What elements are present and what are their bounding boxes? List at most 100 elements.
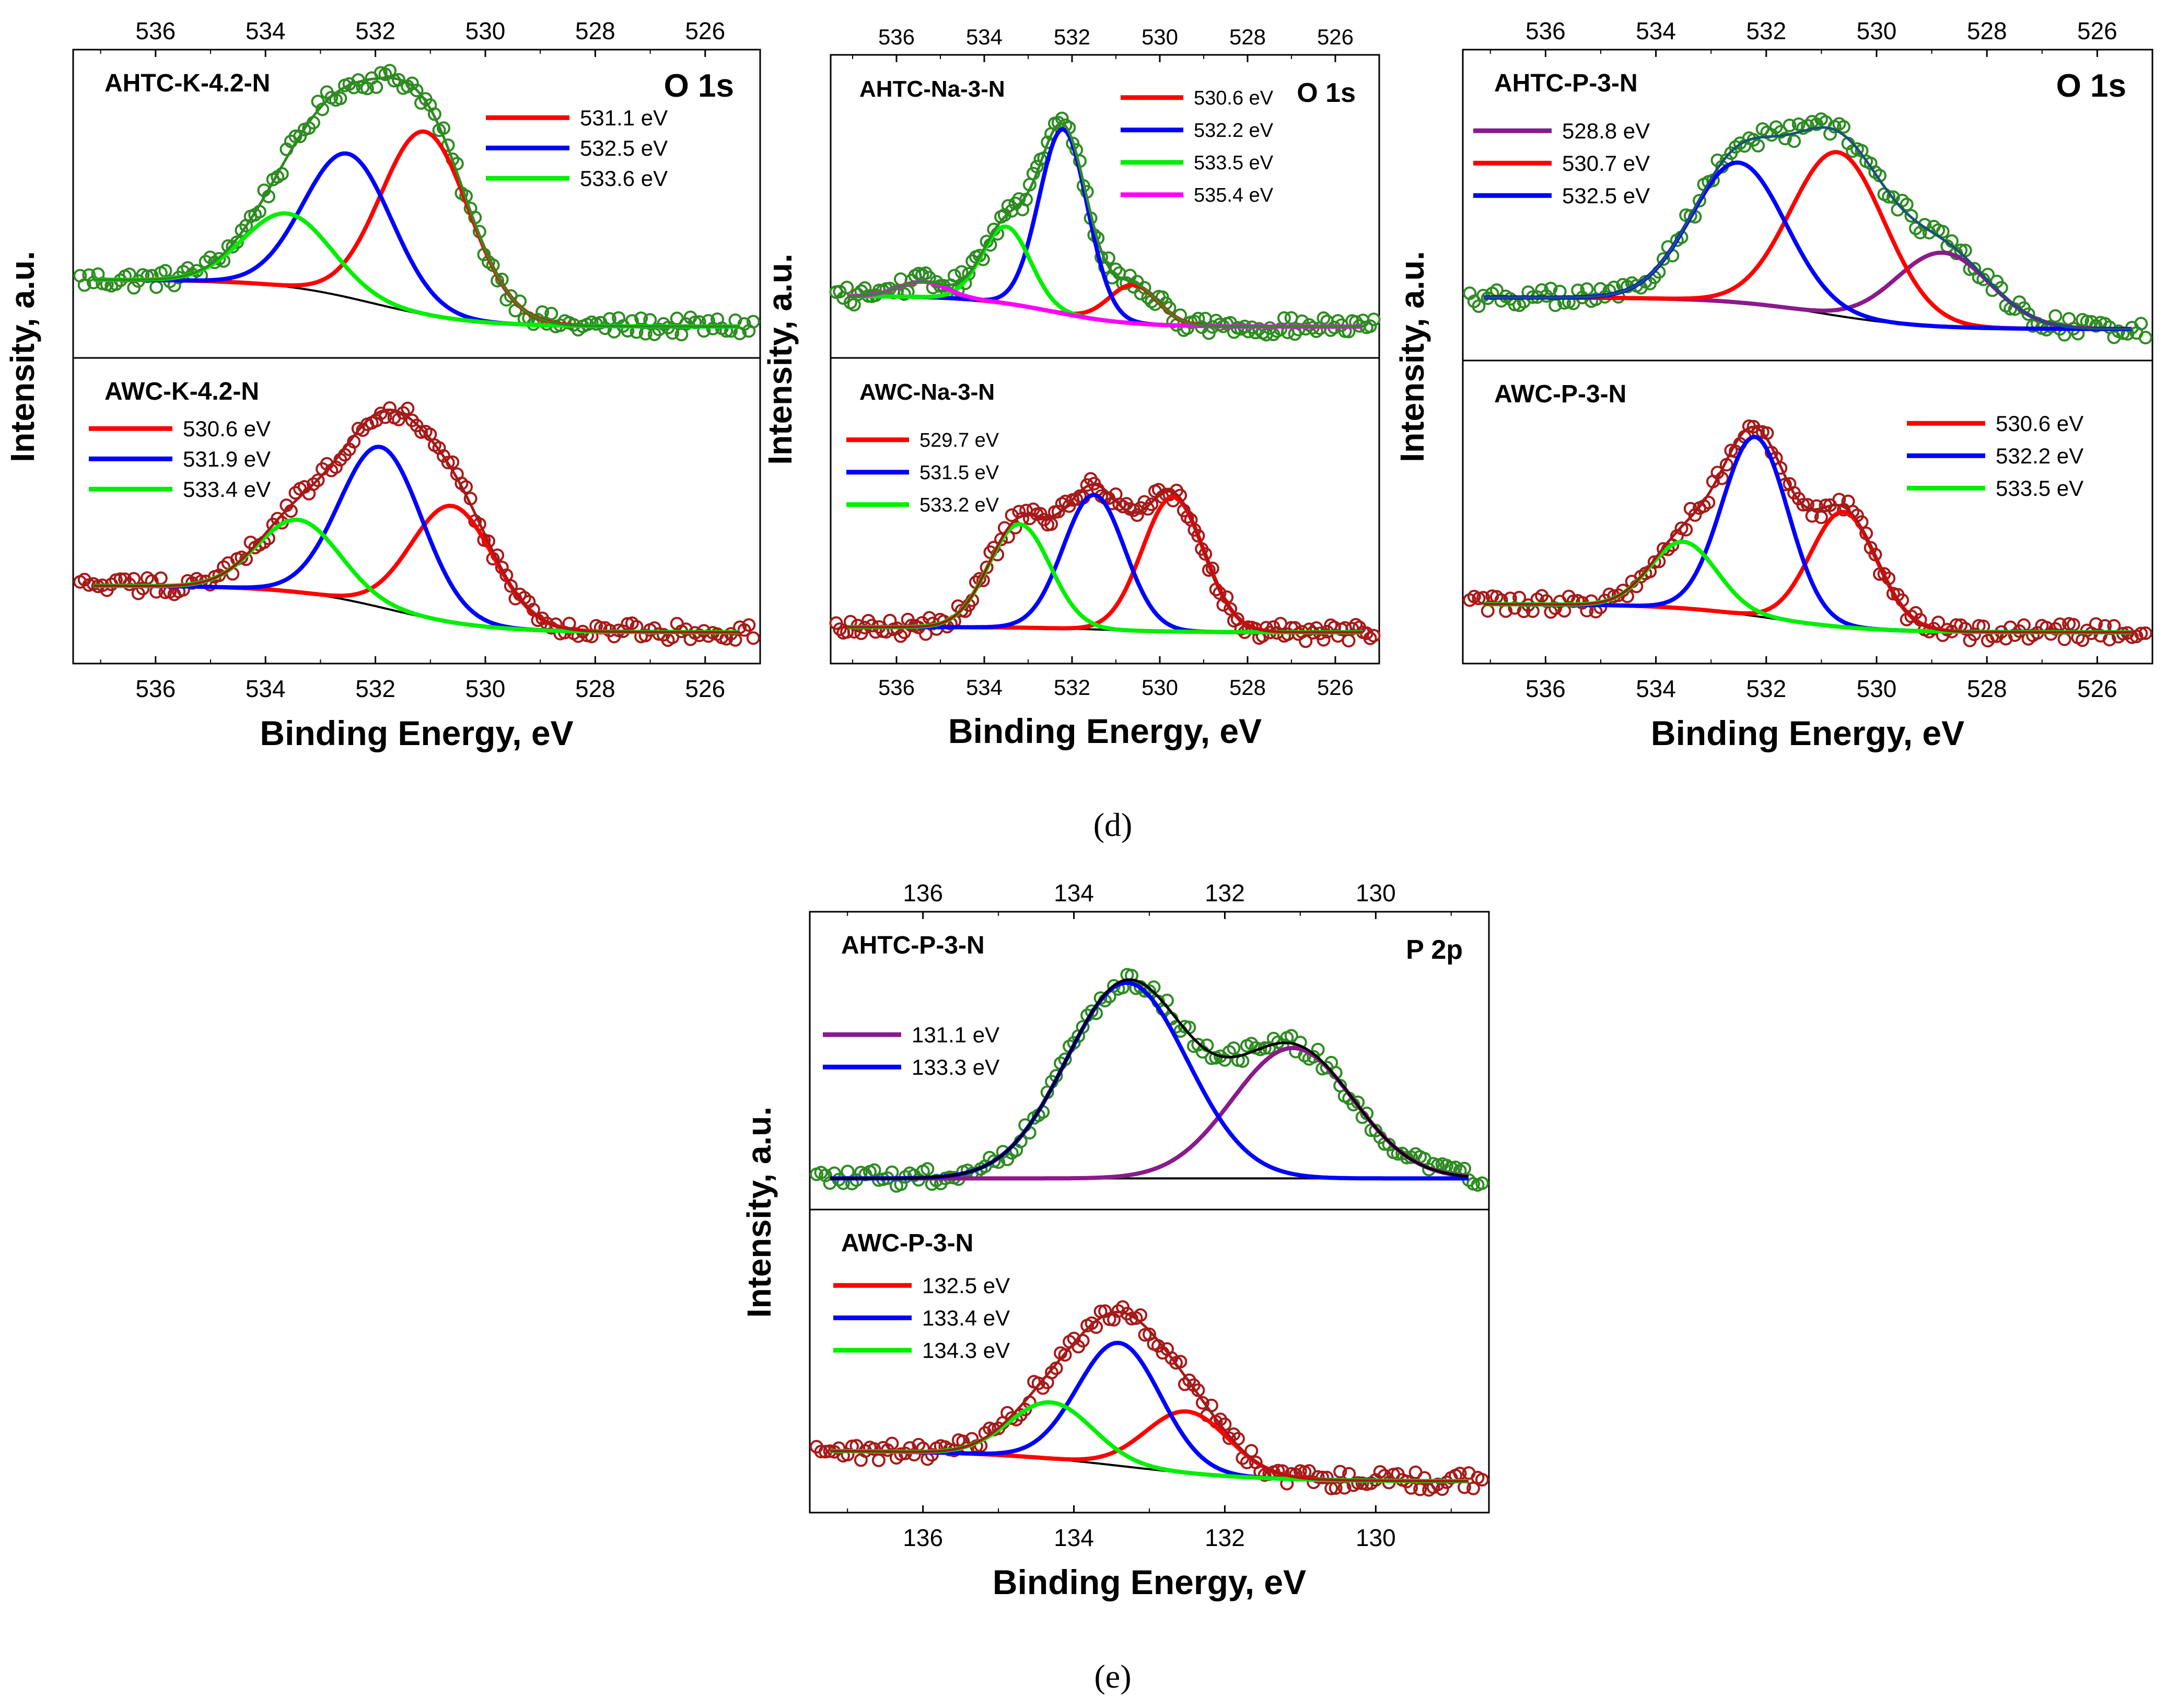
data-point	[2134, 626, 2148, 641]
data-point	[504, 579, 518, 593]
sample-label: AHTC-K-4.2-N	[104, 69, 270, 97]
x-tick-label-bottom: 528	[575, 675, 615, 702]
data-point	[1814, 510, 1828, 525]
x-tick-label-top: 532	[355, 17, 395, 44]
data-point	[833, 622, 847, 636]
chart-title: P 2p	[1406, 935, 1463, 965]
x-tick-label-bottom: 530	[465, 675, 506, 702]
data-point	[1796, 498, 1810, 512]
peak-component-line	[830, 980, 1469, 1181]
data-point	[1145, 497, 1159, 512]
fit-envelope-line	[830, 978, 1469, 1180]
data-point	[2057, 632, 2071, 646]
data-point	[1900, 197, 1914, 212]
data-point	[1317, 311, 1331, 325]
x-tick-label-bottom: 530	[1142, 675, 1178, 700]
data-point	[1058, 1348, 1072, 1362]
baseline-line	[94, 278, 740, 328]
data-point	[1864, 541, 1878, 555]
x-tick-label-bottom: 526	[685, 675, 725, 702]
x-tick-label-bottom: 136	[903, 1524, 943, 1551]
data-point	[1544, 282, 1558, 296]
data-point	[737, 317, 751, 331]
x-tick-label-bottom: 532	[1054, 675, 1090, 700]
data-point	[369, 80, 383, 94]
data-point	[867, 1442, 881, 1456]
legend-entry: 528.8 eV	[1562, 119, 1650, 143]
data-point	[333, 91, 347, 106]
x-tick-label-bottom: 532	[1746, 675, 1786, 702]
sample-label: AWC-P-3-N	[1494, 380, 1626, 408]
x-tick-label-bottom: 130	[1356, 1524, 1396, 1551]
fit-envelope-line	[830, 1310, 1469, 1483]
x-tick-label-top: 532	[1054, 25, 1090, 49]
sample-label: AWC-Na-3-N	[859, 379, 995, 405]
data-point	[1476, 591, 1490, 605]
legend-entry: 532.5 eV	[580, 136, 668, 160]
data-point	[1138, 1328, 1152, 1342]
legend-entry: 535.4 eV	[1194, 184, 1274, 206]
data-point	[1647, 555, 1661, 569]
data-point	[947, 269, 961, 283]
legend-entry: 132.5 eV	[922, 1273, 1010, 1298]
chart-title: O 1s	[2056, 68, 2126, 104]
data-point	[2138, 626, 2152, 640]
data-point	[127, 281, 141, 295]
data-point	[1810, 499, 1824, 513]
chart-o1s-p: 536 536 534 534 532 532 530 530 528 528 526 526 Bind…	[1393, 17, 2153, 752]
fit-envelope-line	[847, 122, 1363, 328]
data-point	[1076, 1020, 1090, 1034]
data-point	[814, 1445, 828, 1459]
legend-entry: 530.6 eV	[1194, 87, 1274, 109]
x-tick-label-bottom: 528	[1967, 675, 2007, 702]
data-point	[1044, 517, 1058, 531]
data-point	[1783, 119, 1797, 132]
x-tick-label-top: 528	[575, 17, 615, 44]
data-point	[1566, 594, 1580, 608]
y-axis-title: Intensity, a.u.	[4, 251, 41, 462]
x-tick-label-bottom: 536	[1525, 675, 1566, 702]
legend-entry: 531.9 eV	[183, 447, 271, 471]
legend-entry: 533.5 eV	[1194, 152, 1274, 174]
x-axis-title: Binding Energy, eV	[1651, 714, 1964, 752]
y-axis-title: Intensity, a.u.	[740, 1107, 778, 1318]
x-tick-label-top: 528	[1229, 25, 1266, 49]
data-point	[1688, 508, 1702, 522]
legend-entry: 529.7 eV	[919, 429, 999, 451]
x-tick-label-top: 130	[1356, 879, 1396, 907]
data-point	[1324, 1481, 1338, 1495]
data-point	[840, 281, 854, 295]
data-point	[2134, 317, 2148, 331]
data-point	[1307, 1050, 1321, 1064]
data-point	[410, 84, 424, 98]
data-point	[1125, 969, 1138, 983]
data-point	[1363, 319, 1377, 333]
data-point	[2053, 617, 2067, 631]
x-tick-label-top: 536	[1525, 17, 1566, 44]
x-tick-label-top: 534	[966, 25, 1003, 49]
data-point	[311, 473, 325, 487]
legend-entry: 533.4 eV	[183, 477, 271, 502]
data-point	[2048, 309, 2063, 323]
data-point	[293, 130, 307, 144]
data-point	[1051, 505, 1065, 519]
chart-p2p: 136 136 134 134 132 132 130 130 Binding Energy, …	[740, 879, 1490, 1601]
y-axis-title: Intensity, a.u.	[761, 253, 799, 464]
x-axis-title: Binding Energy, eV	[260, 714, 573, 752]
x-tick-label-bottom: 530	[1857, 675, 1897, 702]
x-tick-label-top: 528	[1967, 17, 2007, 44]
x-tick-label-bottom: 528	[1229, 675, 1266, 700]
x-tick-label-bottom: 134	[1054, 1524, 1094, 1551]
peak-component-line	[94, 445, 740, 634]
data-point	[2138, 331, 2152, 345]
data-point	[1886, 190, 1900, 204]
legend-entry: 531.5 eV	[919, 462, 999, 484]
data-point	[1787, 134, 1801, 148]
x-axis-title: Binding Energy, eV	[993, 1563, 1306, 1601]
legend-entry: 133.3 eV	[912, 1055, 999, 1079]
data-point	[1435, 1482, 1449, 1496]
data-point	[1751, 138, 1765, 153]
x-tick-label-top: 532	[1746, 17, 1786, 44]
data-point	[634, 311, 648, 326]
